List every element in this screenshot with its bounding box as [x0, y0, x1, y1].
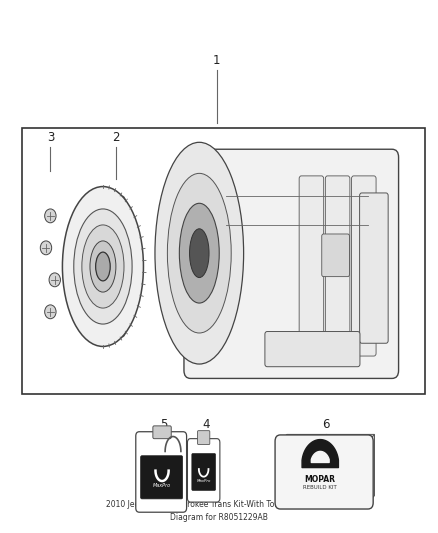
- Circle shape: [45, 305, 56, 319]
- Text: MaxPro: MaxPro: [153, 482, 171, 488]
- Ellipse shape: [179, 203, 219, 303]
- FancyBboxPatch shape: [299, 176, 324, 356]
- Text: MOPAR: MOPAR: [304, 475, 335, 484]
- Text: 3: 3: [47, 131, 54, 144]
- FancyBboxPatch shape: [325, 176, 350, 356]
- Text: 5: 5: [161, 418, 168, 431]
- Text: MaxPro: MaxPro: [197, 479, 211, 483]
- Text: 2: 2: [112, 131, 120, 144]
- FancyBboxPatch shape: [198, 431, 210, 445]
- Circle shape: [49, 273, 60, 287]
- Text: REBUILD KIT: REBUILD KIT: [303, 485, 337, 490]
- Ellipse shape: [90, 241, 116, 292]
- FancyBboxPatch shape: [141, 456, 183, 499]
- FancyBboxPatch shape: [153, 426, 171, 439]
- FancyBboxPatch shape: [184, 149, 399, 378]
- Ellipse shape: [82, 225, 124, 308]
- Text: 4: 4: [202, 418, 210, 431]
- FancyBboxPatch shape: [187, 439, 220, 502]
- Circle shape: [40, 241, 52, 255]
- Ellipse shape: [95, 252, 110, 281]
- Polygon shape: [280, 434, 374, 441]
- FancyBboxPatch shape: [360, 193, 388, 343]
- Ellipse shape: [74, 209, 132, 324]
- Ellipse shape: [155, 142, 244, 364]
- Ellipse shape: [63, 187, 143, 346]
- FancyBboxPatch shape: [352, 176, 376, 356]
- Ellipse shape: [114, 196, 131, 337]
- FancyBboxPatch shape: [192, 454, 215, 490]
- FancyBboxPatch shape: [322, 234, 350, 277]
- Ellipse shape: [167, 173, 231, 333]
- Text: 1: 1: [213, 54, 221, 67]
- Text: 6: 6: [322, 418, 330, 431]
- Circle shape: [45, 209, 56, 223]
- FancyBboxPatch shape: [136, 432, 187, 512]
- Text: 2010 Jeep Grand Cherokee Trans Kit-With Torque Converter
Diagram for R8051229AB: 2010 Jeep Grand Cherokee Trans Kit-With …: [106, 500, 332, 522]
- FancyBboxPatch shape: [265, 332, 360, 367]
- Ellipse shape: [190, 229, 209, 278]
- FancyBboxPatch shape: [275, 435, 373, 509]
- Polygon shape: [368, 434, 374, 503]
- Bar: [22, 128, 425, 394]
